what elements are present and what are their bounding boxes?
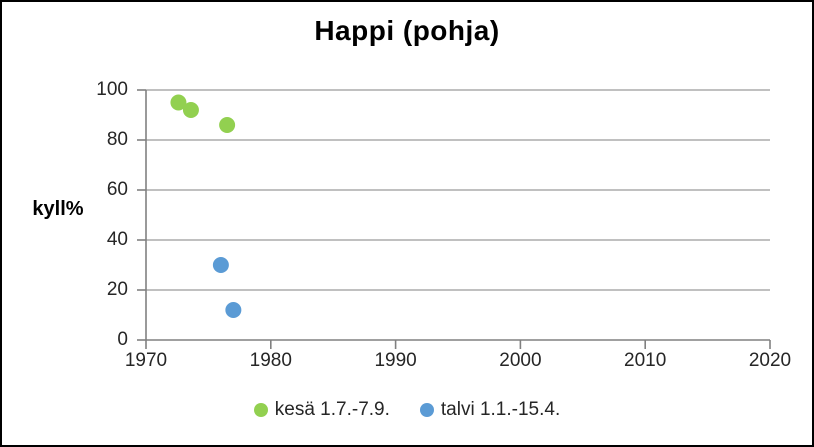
legend-marker-kesa-icon — [253, 403, 268, 417]
x-tick-label: 1970 — [124, 350, 168, 371]
y-tick-label: 40 — [106, 229, 128, 250]
chart-title: Happi (pohja) — [314, 15, 500, 46]
y-tick-label: 0 — [117, 329, 128, 350]
x-tick-label: 2000 — [499, 350, 542, 371]
y-tick-label: 80 — [106, 129, 128, 150]
data-point-series-0 — [170, 94, 187, 111]
legend-label-kesa: kesä 1.7.-7.9. — [274, 399, 390, 420]
data-point-series-0 — [182, 102, 199, 118]
legend-item-kesa: kesä 1.7.-7.9. — [253, 399, 390, 421]
x-tick-label: 2020 — [748, 350, 792, 371]
y-tick-label: 20 — [106, 279, 128, 300]
y-axis-title: kyll% — [32, 198, 84, 220]
x-tick-label: 1980 — [249, 350, 292, 371]
x-tick-label: 1990 — [374, 350, 417, 371]
legend-marker-talvi-icon — [419, 403, 434, 417]
y-tick-label: 60 — [106, 179, 128, 200]
y-tick-label: 100 — [96, 79, 128, 100]
data-point-series-1 — [212, 257, 229, 273]
legend: kesä 1.7.-7.9. talvi 1.1.-15.4. — [2, 399, 812, 421]
legend-item-talvi: talvi 1.1.-15.4. — [419, 399, 561, 421]
data-point-series-1 — [225, 302, 242, 318]
data-point-series-0 — [219, 117, 236, 133]
x-tick-label: 2010 — [624, 350, 667, 371]
legend-label-talvi: talvi 1.1.-15.4. — [440, 399, 561, 420]
